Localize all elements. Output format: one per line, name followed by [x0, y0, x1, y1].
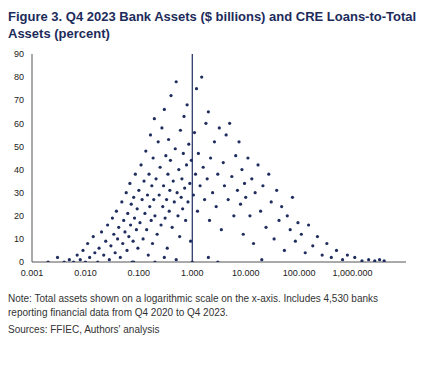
html-text:Sources: FFIEC, Authors' analy: Sources: FFIEC, Authors' analysis: [8, 324, 160, 335]
svg-text:10: 10: [14, 234, 24, 244]
svg-text:0.100: 0.100: [128, 268, 151, 278]
svg-text:30: 30: [14, 188, 24, 198]
svg-text:1,000.000: 1,000.000: [333, 268, 373, 278]
svg-text:60: 60: [14, 119, 24, 129]
svg-text:50: 50: [14, 142, 24, 152]
svg-text:10.000: 10.000: [232, 268, 260, 278]
svg-text:70: 70: [14, 95, 24, 105]
html-text:Note: Total assets shown on a: Note: Total assets shown on a logarithmi…: [8, 293, 378, 318]
svg-text:0.010: 0.010: [74, 268, 97, 278]
svg-text:0.001: 0.001: [21, 268, 44, 278]
svg-text:40: 40: [14, 165, 24, 175]
svg-text:80: 80: [14, 72, 24, 82]
svg-text:1.000: 1.000: [181, 268, 204, 278]
svg-text:0: 0: [19, 257, 24, 267]
svg-text:100.000: 100.000: [283, 268, 316, 278]
svg-text:90: 90: [14, 49, 24, 59]
html-text:Figure 3. Q4 2023 Bank Assets: Figure 3. Q4 2023 Bank Assets ($ billion…: [8, 9, 417, 41]
svg-text:20: 20: [14, 211, 24, 221]
